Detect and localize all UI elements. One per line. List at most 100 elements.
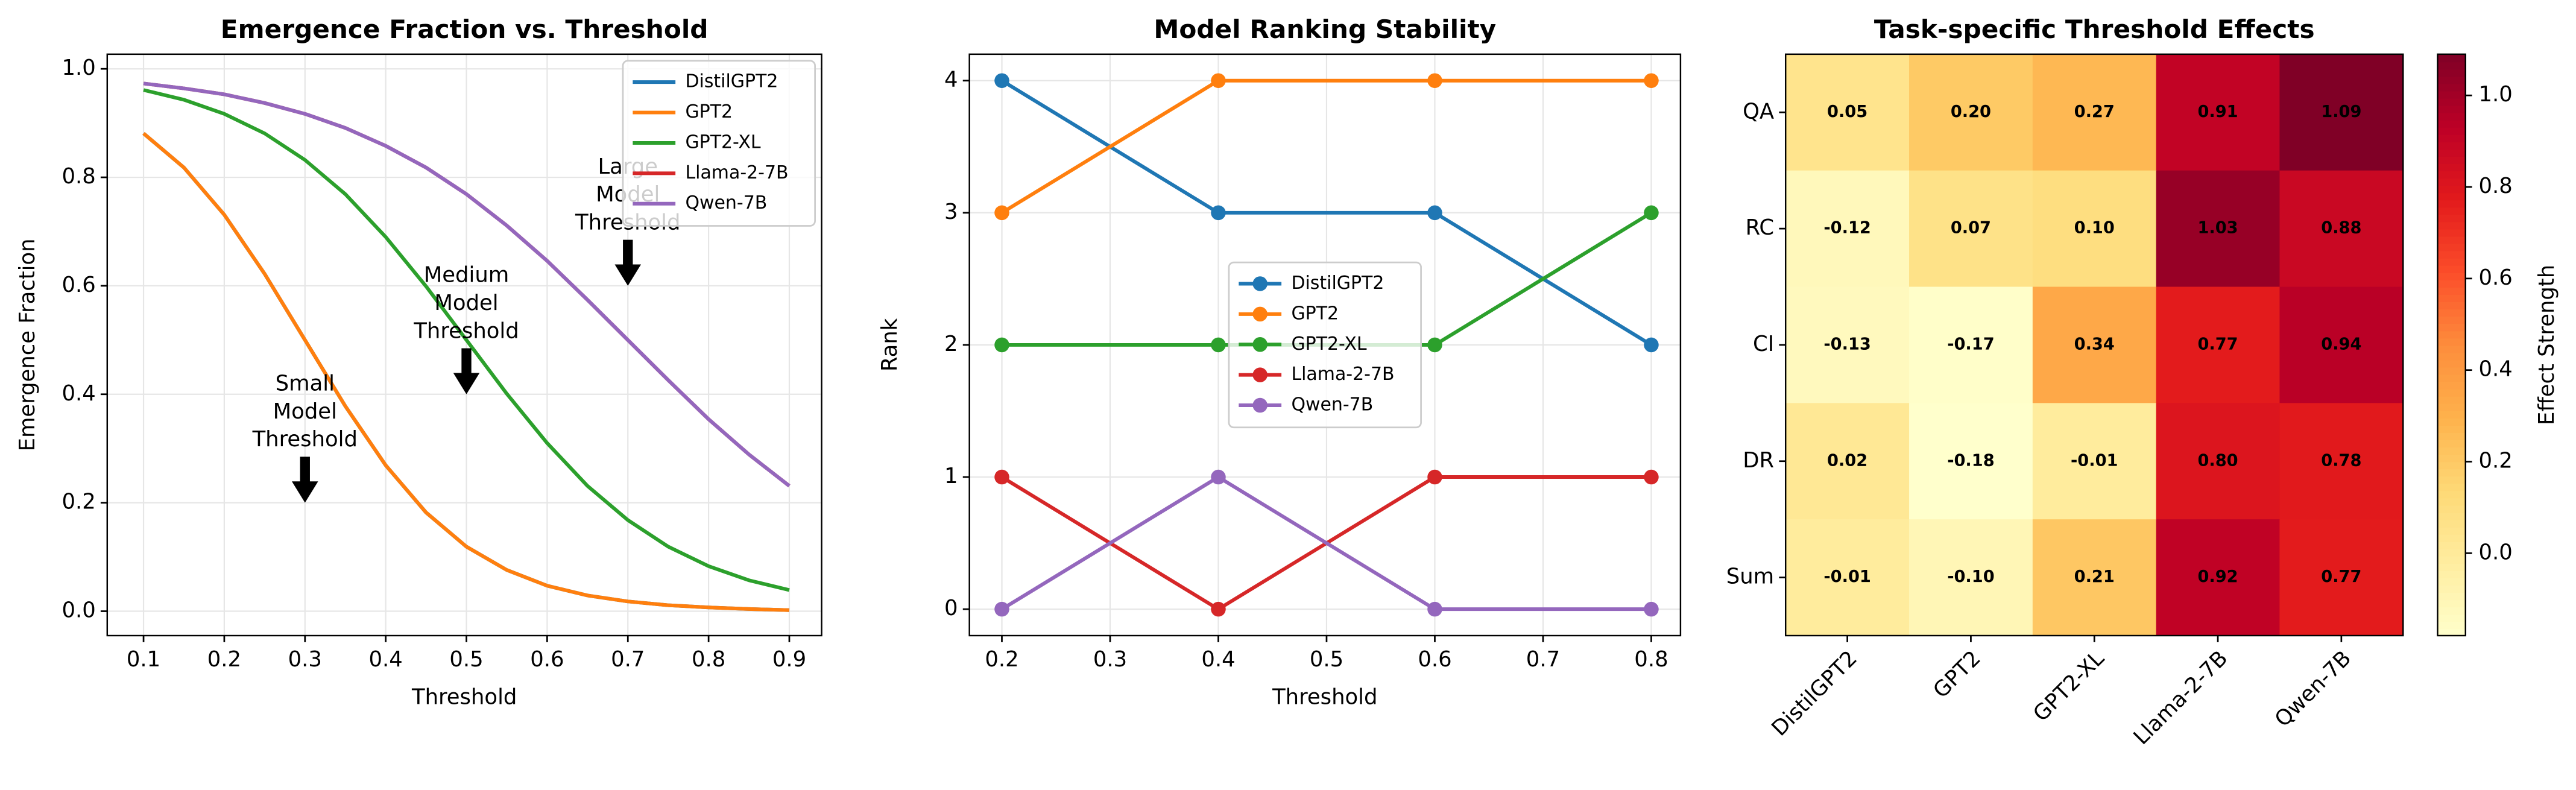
x-axis-label: Threshold bbox=[1272, 684, 1377, 709]
x-tick-label: 0.3 bbox=[1093, 647, 1127, 672]
axes-frame bbox=[1784, 53, 2404, 637]
cell-label: 0.88 bbox=[2321, 219, 2361, 238]
heatmap-cell bbox=[1909, 54, 2033, 171]
colorbar-strip bbox=[2437, 453, 2466, 463]
colorbar-strip bbox=[2437, 439, 2466, 448]
colorbar-strip bbox=[2437, 628, 2466, 637]
colorbar-strip bbox=[2437, 337, 2466, 346]
annotation: Model bbox=[273, 399, 337, 424]
colorbar-strip bbox=[2437, 258, 2466, 266]
legend-frame bbox=[1228, 261, 1422, 429]
heatmap-cell bbox=[2279, 170, 2404, 288]
point bbox=[1644, 205, 1659, 221]
legend-marker bbox=[1252, 367, 1267, 382]
colorbar-strip bbox=[2437, 475, 2466, 484]
colorbar-label: Effect Strength bbox=[2534, 265, 2559, 425]
colorbar-strip bbox=[2437, 134, 2466, 142]
y-tick-label: DR bbox=[1743, 448, 1774, 473]
cell-label: 0.77 bbox=[2197, 335, 2238, 353]
colorbar-strip bbox=[2437, 323, 2466, 332]
point bbox=[994, 73, 1009, 88]
legend-label: Llama-2-7B bbox=[685, 162, 788, 183]
colorbar-strip bbox=[2437, 170, 2466, 179]
colorbar-strip bbox=[2437, 570, 2466, 578]
series-line bbox=[142, 131, 790, 612]
heatmap-cell bbox=[2032, 54, 2157, 171]
x-axis-label: Threshold bbox=[411, 684, 517, 709]
x-tick-label: 0.2 bbox=[207, 647, 241, 672]
colorbar-strip bbox=[2437, 90, 2466, 99]
colorbar-strip bbox=[2437, 534, 2466, 542]
cell-label: 0.05 bbox=[1827, 103, 1867, 121]
colorbar-strip bbox=[2437, 229, 2466, 237]
colorbar-strip bbox=[2437, 367, 2466, 375]
colorbar-strip bbox=[2437, 272, 2466, 280]
y-tick-label: 0.4 bbox=[62, 381, 95, 406]
colorbar-strip bbox=[2437, 606, 2466, 615]
x-tick-label: Qwen-7B bbox=[2270, 646, 2357, 732]
x-tick-label: DistilGPT2 bbox=[1767, 646, 1862, 741]
colorbar-frame bbox=[2437, 53, 2466, 637]
colorbar-strip bbox=[2437, 105, 2466, 113]
x-tick-label: 0.4 bbox=[1201, 647, 1235, 672]
colorbar-strip bbox=[2437, 374, 2466, 382]
colorbar-strip bbox=[2437, 344, 2466, 353]
x-tick-label: Llama-2-7B bbox=[2129, 646, 2232, 750]
colorbar-strip bbox=[2437, 112, 2466, 121]
colorbar-strip bbox=[2437, 206, 2466, 215]
heatmap-cell bbox=[2032, 519, 2157, 636]
legend-label: GPT2 bbox=[685, 101, 733, 122]
x-tick-label: 0.5 bbox=[1310, 647, 1343, 672]
x-tick-label: GPT2-XL bbox=[2028, 646, 2109, 727]
colorbar-strip bbox=[2437, 236, 2466, 244]
colorbar-strip bbox=[2437, 403, 2466, 411]
colorbar-strip bbox=[2437, 83, 2466, 92]
y-tick-label: 2 bbox=[944, 332, 958, 356]
colorbar-strip bbox=[2437, 61, 2466, 70]
point bbox=[1644, 337, 1659, 353]
heatmap-cell bbox=[2156, 170, 2281, 288]
heatmap-cell bbox=[2156, 286, 2281, 404]
y-tick-label: CI bbox=[1753, 332, 1774, 356]
x-tick-label: 0.1 bbox=[127, 647, 160, 672]
colorbar-tick-label: 0.8 bbox=[2479, 174, 2513, 198]
legend-label: Qwen-7B bbox=[1291, 394, 1373, 416]
y-tick-label: 0.8 bbox=[62, 164, 95, 189]
colorbar-strip bbox=[2437, 541, 2466, 549]
colorbar-strip bbox=[2437, 381, 2466, 390]
colorbar-strip bbox=[2437, 468, 2466, 477]
annotation: Model bbox=[434, 291, 498, 315]
cell-label: -0.01 bbox=[2071, 451, 2118, 470]
colorbar-strip bbox=[2437, 563, 2466, 571]
heatmap-cell bbox=[2279, 54, 2404, 171]
annotation: Small bbox=[276, 371, 335, 396]
y-tick-label: 3 bbox=[944, 200, 958, 224]
colorbar-tick-label: 0.2 bbox=[2479, 449, 2513, 473]
colorbar-strip bbox=[2437, 498, 2466, 506]
heatmap-cell bbox=[2279, 286, 2404, 404]
colorbar-strip bbox=[2437, 461, 2466, 470]
x-tick-label: 0.2 bbox=[985, 647, 1018, 672]
colorbar-strip bbox=[2437, 301, 2466, 310]
heatmap-cell bbox=[2156, 54, 2281, 171]
heatmap-cell bbox=[1909, 519, 2033, 636]
y-tick-label: 1 bbox=[944, 464, 958, 488]
y-axis-label: Rank bbox=[877, 318, 902, 371]
y-tick-label: 0.0 bbox=[62, 598, 95, 623]
point bbox=[1211, 73, 1226, 88]
series-line bbox=[143, 81, 791, 488]
legend-label: GPT2 bbox=[1291, 303, 1339, 324]
cell-label: -0.10 bbox=[1947, 567, 1994, 586]
x-tick-label: GPT2 bbox=[1928, 646, 1986, 703]
x-tick-label: 0.4 bbox=[369, 647, 403, 672]
colorbar-strip bbox=[2437, 308, 2466, 317]
legend-label: GPT2-XL bbox=[685, 131, 760, 153]
colorbar-strip bbox=[2437, 519, 2466, 528]
colorbar-strip bbox=[2437, 352, 2466, 361]
point bbox=[994, 205, 1009, 221]
x-tick-label: 0.6 bbox=[1418, 647, 1451, 672]
arrow bbox=[453, 348, 480, 394]
colorbar-strip bbox=[2437, 613, 2466, 622]
legend-label: GPT2-XL bbox=[1291, 333, 1366, 355]
colorbar-strip bbox=[2437, 127, 2466, 135]
